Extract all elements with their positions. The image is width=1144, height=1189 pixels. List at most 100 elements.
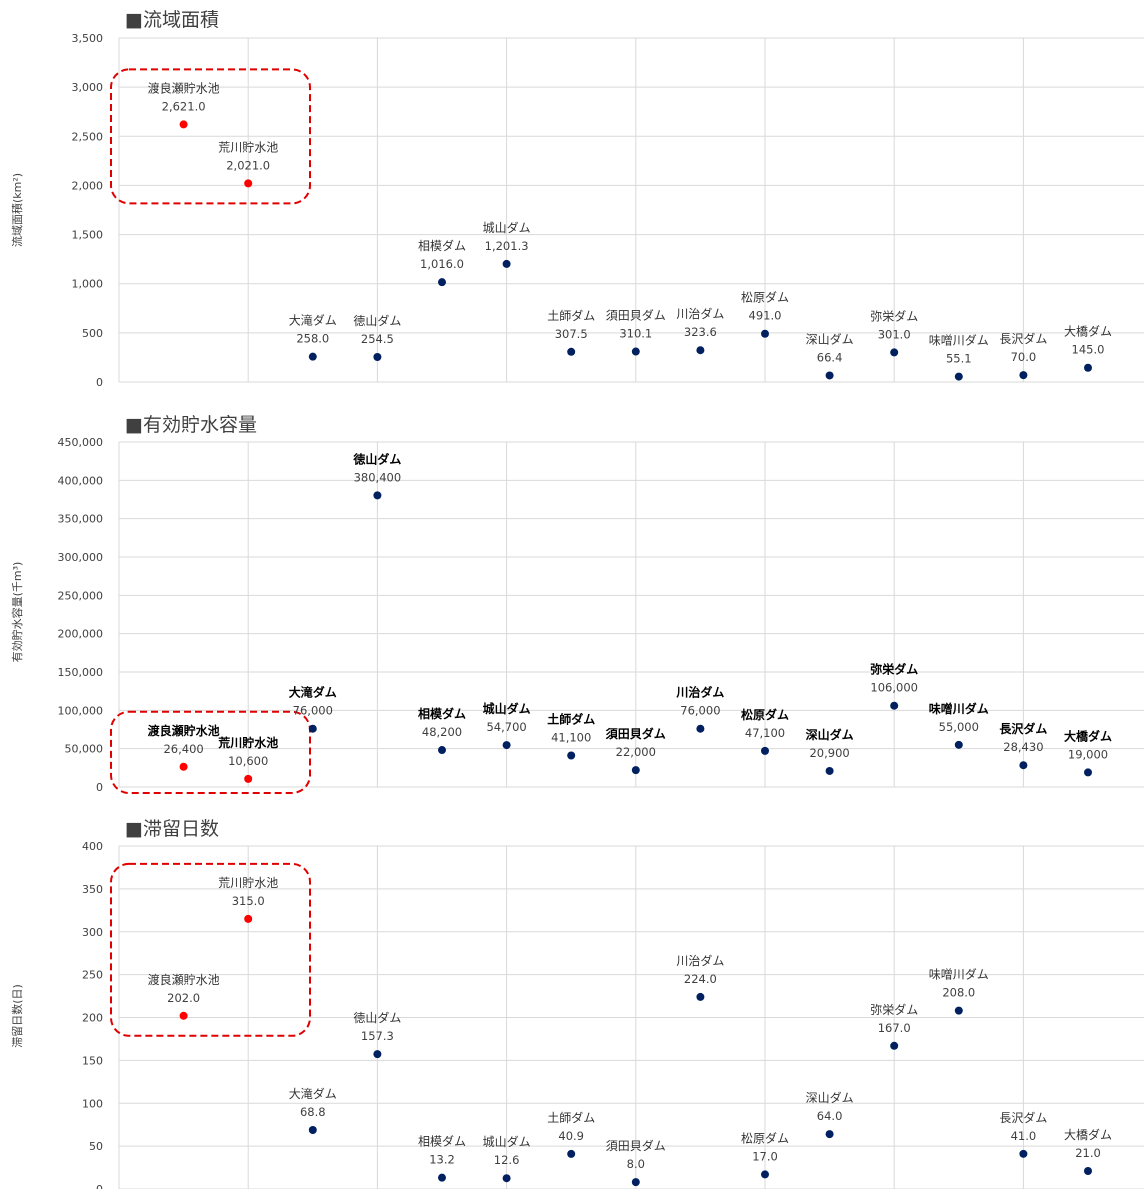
point-value-label: 202.0 bbox=[167, 991, 200, 1005]
point-value-label: 1,016.0 bbox=[420, 257, 464, 271]
point-value-label: 47,100 bbox=[745, 726, 785, 740]
point-name-label: 長沢ダム bbox=[999, 331, 1047, 346]
point-value-label: 224.0 bbox=[684, 972, 717, 986]
point-value-label: 208.0 bbox=[942, 986, 975, 1000]
point-value-label: 167.0 bbox=[878, 1021, 911, 1035]
data-point bbox=[890, 1041, 899, 1050]
point-name-label: 大橋ダム bbox=[1064, 1127, 1112, 1142]
y-tick-label: 200 bbox=[82, 1012, 103, 1025]
data-point bbox=[502, 1174, 511, 1183]
point-name-label: 弥栄ダム bbox=[870, 308, 918, 323]
y-tick-label: 250 bbox=[82, 969, 103, 982]
y-tick-label: 50 bbox=[89, 1140, 103, 1153]
point-name-label: 城山ダム bbox=[483, 220, 531, 235]
data-point bbox=[954, 372, 963, 381]
data-point bbox=[308, 1126, 317, 1135]
point-name-label: 大滝ダム bbox=[289, 313, 337, 328]
data-point bbox=[244, 914, 253, 923]
point-name-label: 土師ダム bbox=[547, 711, 595, 726]
point-name-label: 土師ダム bbox=[547, 308, 595, 323]
data-point bbox=[438, 1173, 446, 1182]
data-point bbox=[954, 740, 963, 749]
y-tick-label: 0 bbox=[96, 781, 103, 794]
data-point bbox=[438, 278, 446, 287]
point-value-label: 66.4 bbox=[817, 350, 843, 364]
data-point bbox=[179, 1011, 188, 1020]
point-name-label: 大橋ダム bbox=[1064, 728, 1112, 743]
point-value-label: 22,000 bbox=[616, 745, 656, 759]
data-point bbox=[825, 371, 834, 380]
point-value-label: 64.0 bbox=[817, 1109, 843, 1123]
data-point bbox=[373, 352, 382, 361]
point-value-label: 41,100 bbox=[551, 730, 591, 744]
data-point bbox=[1019, 1149, 1028, 1158]
data-point bbox=[696, 992, 705, 1001]
point-value-label: 41.0 bbox=[1011, 1129, 1037, 1143]
point-name-label: 大滝ダム bbox=[289, 1086, 337, 1101]
data-point bbox=[631, 347, 640, 356]
y-tick-label: 250,000 bbox=[58, 589, 104, 602]
y-tick-label: 0 bbox=[96, 376, 103, 389]
point-name-label: 渡良瀬貯水池 bbox=[148, 80, 220, 95]
y-tick-label: 1,500 bbox=[72, 229, 104, 242]
point-name-label: 徳山ダム bbox=[353, 1010, 401, 1025]
point-value-label: 323.6 bbox=[684, 325, 717, 339]
point-value-label: 20,900 bbox=[809, 746, 849, 760]
point-name-label: 長沢ダム bbox=[999, 721, 1047, 736]
y-tick-label: 400 bbox=[82, 840, 103, 853]
highlight-box bbox=[110, 68, 311, 205]
point-name-label: 徳山ダム bbox=[352, 451, 401, 466]
y-tick-label: 150,000 bbox=[58, 666, 104, 679]
y-tick-label: 400,000 bbox=[58, 474, 104, 487]
point-name-label: 弥栄ダム bbox=[870, 662, 918, 677]
point-name-label: 川治ダム bbox=[676, 306, 724, 321]
point-name-label: 味噌川ダム bbox=[929, 967, 989, 982]
point-name-label: 荒川貯水池 bbox=[218, 140, 278, 154]
data-point bbox=[373, 1050, 382, 1059]
point-name-label: 土師ダム bbox=[547, 1110, 595, 1125]
point-value-label: 307.5 bbox=[555, 327, 588, 341]
point-value-label: 26,400 bbox=[163, 742, 203, 756]
data-point bbox=[631, 766, 640, 775]
y-axis-label: 有効貯水容量(千m³) bbox=[10, 562, 24, 663]
data-point bbox=[179, 120, 188, 129]
point-value-label: 10,600 bbox=[228, 754, 268, 768]
point-name-label: 城山ダム bbox=[483, 1134, 531, 1149]
data-point bbox=[567, 347, 576, 356]
highlight-box bbox=[110, 710, 311, 795]
y-tick-label: 3,500 bbox=[72, 32, 104, 45]
chart-1: 0 500 1,000 1,500 2,000 2,500 3,000 3,500 ■流域面積流… bbox=[10, 9, 1144, 389]
point-name-label: 相模ダム bbox=[418, 706, 466, 721]
y-tick-label: 300,000 bbox=[58, 551, 104, 564]
point-name-label: 荒川貯水池 bbox=[218, 876, 278, 890]
y-tick-label: 450,000 bbox=[58, 436, 104, 449]
point-value-label: 2,621.0 bbox=[162, 99, 206, 113]
point-name-label: 深山ダム bbox=[806, 727, 854, 742]
point-name-label: 渡良瀬貯水池 bbox=[148, 972, 220, 987]
point-value-label: 19,000 bbox=[1068, 747, 1108, 761]
data-point bbox=[308, 352, 317, 361]
chart-title: ■滞留日数 bbox=[125, 818, 219, 840]
point-name-label: 須田貝ダム bbox=[606, 1138, 666, 1153]
point-name-label: 相模ダム bbox=[418, 1134, 466, 1149]
data-point bbox=[825, 766, 834, 775]
data-point bbox=[438, 746, 446, 755]
point-name-label: 荒川貯水池 bbox=[217, 735, 278, 750]
point-value-label: 145.0 bbox=[1072, 343, 1105, 357]
data-point bbox=[696, 346, 705, 355]
point-name-label: 味噌川ダム bbox=[929, 333, 989, 348]
point-name-label: 松原ダム bbox=[741, 1130, 789, 1145]
point-name-label: 味噌川ダム bbox=[929, 701, 989, 716]
point-value-label: 258.0 bbox=[296, 332, 329, 346]
point-value-label: 76,000 bbox=[293, 704, 333, 718]
data-point bbox=[502, 741, 511, 750]
data-point bbox=[1084, 1166, 1092, 1175]
point-value-label: 70.0 bbox=[1011, 350, 1037, 364]
y-tick-label: 100,000 bbox=[58, 704, 104, 717]
data-point bbox=[761, 746, 769, 755]
y-tick-label: 3,000 bbox=[72, 81, 104, 94]
point-name-label: 大橋ダム bbox=[1064, 324, 1112, 339]
point-value-label: 12.6 bbox=[494, 1153, 520, 1167]
point-name-label: 松原ダム bbox=[741, 707, 789, 722]
